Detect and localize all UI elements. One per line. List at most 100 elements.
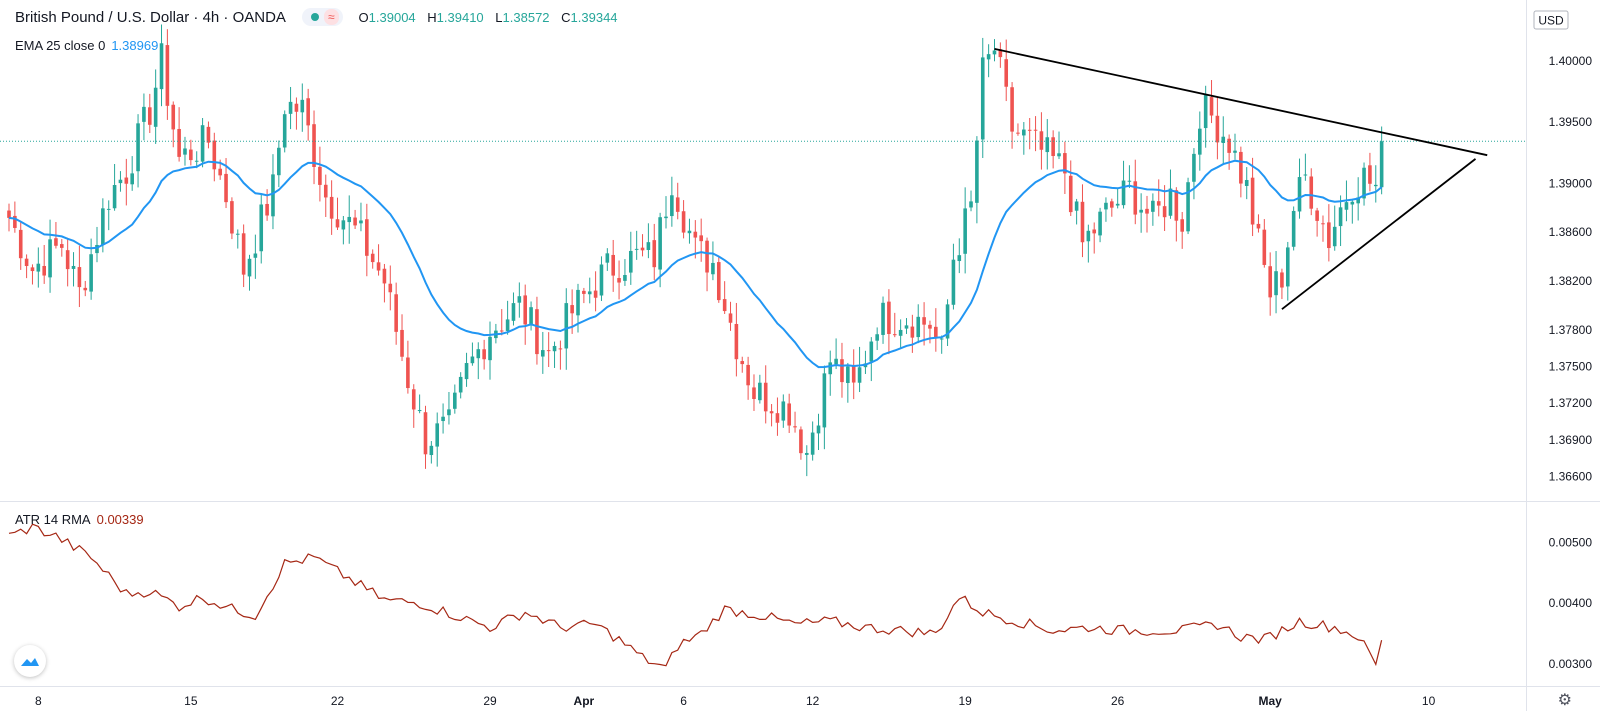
candle[interactable] [828, 350, 833, 396]
candle[interactable] [740, 356, 745, 373]
candle[interactable] [1309, 168, 1314, 216]
candle[interactable] [734, 302, 739, 377]
ema-legend[interactable]: EMA 25 close 0 1.38969 [15, 38, 158, 53]
candle[interactable] [716, 257, 721, 303]
candle[interactable] [1338, 195, 1343, 247]
candle[interactable] [159, 24, 164, 107]
candle[interactable] [1297, 158, 1302, 219]
candle[interactable] [1151, 193, 1155, 226]
candle[interactable] [1221, 116, 1226, 165]
candle[interactable] [857, 346, 862, 393]
candle[interactable] [464, 352, 469, 387]
candle[interactable] [869, 337, 874, 382]
candle[interactable] [1162, 185, 1167, 231]
candle[interactable] [1022, 122, 1026, 155]
candle[interactable] [130, 156, 134, 191]
candle[interactable] [1068, 160, 1073, 217]
candle[interactable] [675, 182, 680, 220]
candle[interactable] [417, 394, 422, 414]
candle[interactable] [781, 394, 786, 428]
candle[interactable] [453, 384, 457, 414]
candle[interactable] [775, 397, 780, 436]
candle[interactable] [1291, 206, 1296, 251]
candle[interactable] [499, 309, 504, 336]
candle[interactable] [42, 244, 46, 284]
candle[interactable] [7, 203, 11, 232]
candle[interactable] [975, 136, 979, 224]
candle[interactable] [552, 341, 557, 368]
candle[interactable] [1233, 133, 1237, 160]
candle[interactable] [318, 146, 322, 202]
candle[interactable] [106, 200, 111, 231]
candle[interactable] [365, 203, 369, 277]
candle[interactable] [1262, 219, 1267, 268]
candle[interactable] [963, 187, 967, 274]
atr-legend[interactable]: ATR 14 RMA 0.00339 [15, 512, 144, 527]
candle[interactable] [212, 132, 217, 182]
candle[interactable] [189, 139, 193, 166]
candle[interactable] [253, 234, 258, 279]
candle[interactable] [200, 118, 205, 168]
candle[interactable] [593, 271, 598, 312]
candle[interactable] [535, 296, 539, 365]
candle[interactable] [171, 101, 176, 148]
ema-line[interactable] [8, 159, 1383, 369]
candle[interactable] [259, 194, 264, 264]
market-status-pill[interactable]: ≈ [301, 8, 343, 26]
candle[interactable] [470, 342, 475, 366]
candle[interactable] [640, 234, 645, 257]
candle[interactable] [1127, 165, 1132, 189]
candle[interactable] [1215, 97, 1220, 160]
candle[interactable] [711, 241, 715, 281]
candle[interactable] [1016, 123, 1020, 136]
candle[interactable] [605, 248, 610, 271]
candle[interactable] [353, 209, 357, 229]
candle[interactable] [505, 300, 510, 335]
candle[interactable] [646, 223, 651, 259]
candle[interactable] [230, 197, 234, 240]
candle[interactable] [951, 243, 956, 310]
candle[interactable] [840, 342, 844, 398]
candle[interactable] [705, 237, 709, 292]
candle[interactable] [294, 97, 299, 130]
candle[interactable] [429, 441, 434, 464]
candle[interactable] [1250, 157, 1255, 237]
candle[interactable] [898, 319, 903, 349]
candle[interactable] [957, 238, 962, 274]
candle[interactable] [904, 318, 909, 334]
candle[interactable] [1315, 207, 1319, 237]
candle[interactable] [1280, 268, 1284, 300]
candle[interactable] [277, 140, 281, 188]
candle[interactable] [1121, 160, 1126, 209]
candle[interactable] [769, 404, 774, 427]
candle[interactable] [763, 365, 768, 424]
candle[interactable] [664, 196, 668, 229]
candle[interactable] [687, 218, 692, 244]
candle[interactable] [628, 231, 633, 285]
candle[interactable] [48, 219, 52, 293]
candle[interactable] [400, 314, 404, 362]
candle[interactable] [376, 244, 381, 276]
candle[interactable] [435, 412, 440, 467]
candle[interactable] [887, 289, 891, 355]
candle[interactable] [1115, 187, 1120, 209]
candle[interactable] [1133, 159, 1138, 225]
candle[interactable] [1303, 153, 1308, 181]
candle[interactable] [288, 86, 293, 130]
candle[interactable] [1362, 162, 1366, 206]
candle[interactable] [892, 312, 897, 338]
candle[interactable] [1209, 80, 1214, 124]
candle[interactable] [1156, 179, 1161, 217]
candle[interactable] [511, 292, 516, 326]
candle[interactable] [746, 356, 750, 400]
candle[interactable] [787, 393, 791, 433]
candle[interactable] [1321, 215, 1325, 242]
candle[interactable] [1074, 198, 1079, 225]
candle[interactable] [980, 37, 985, 158]
candle[interactable] [939, 335, 944, 354]
candle[interactable] [681, 200, 686, 239]
candle[interactable] [699, 218, 703, 262]
candle[interactable] [1368, 152, 1372, 192]
candle[interactable] [546, 332, 551, 367]
